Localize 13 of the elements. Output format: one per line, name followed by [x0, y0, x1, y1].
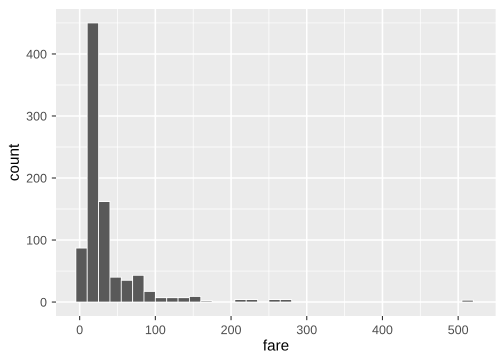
x-tick-label: 0	[76, 325, 83, 334]
x-axis-title: fare	[263, 339, 288, 351]
x-tick-label: 500	[448, 325, 468, 334]
y-tick-label: 300	[26, 112, 46, 121]
y-tick-label: 400	[26, 50, 46, 59]
y-tick-label: 0	[40, 298, 46, 307]
x-tick-label: 200	[221, 325, 241, 334]
y-tick-label: 200	[26, 174, 46, 183]
y-axis-title: count	[8, 144, 19, 181]
y-tick-label: 100	[27, 236, 46, 245]
x-tick-label: 400	[372, 325, 392, 334]
x-tick-label: 300	[296, 325, 317, 334]
x-tick-label: 100	[146, 325, 166, 334]
